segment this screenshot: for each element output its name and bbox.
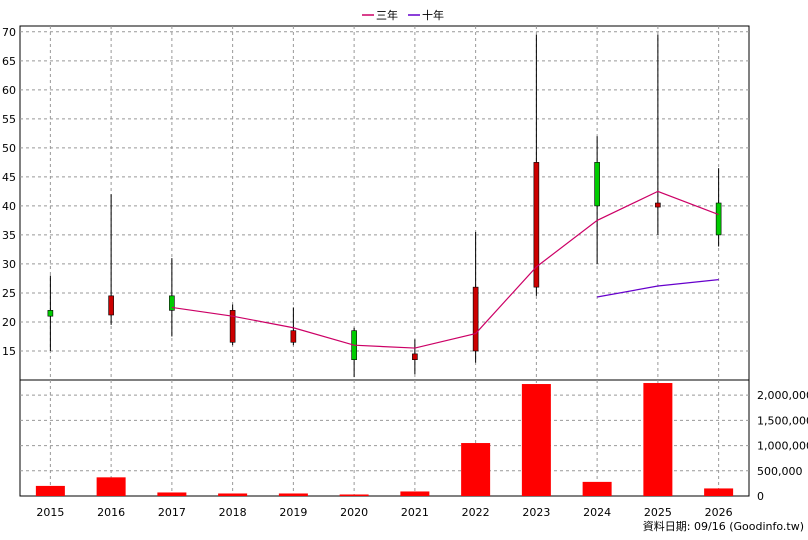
candle-body [533,162,540,288]
candle-body [412,353,418,360]
x-axis-labels: 2015 2016 2017 2018 2019 2020 2021 2022 2023 2024… [36,506,732,519]
candle-body [290,330,297,343]
volume-bar [96,477,126,496]
volume-bar [218,493,248,496]
candle-body [47,310,54,317]
volume-tick-label: 0 [757,490,764,503]
price-tick-label: 30 [2,258,16,271]
x-tick-label: 2025 [644,506,672,519]
x-tick-label: 2016 [97,506,125,519]
moving-average-lines [171,190,719,349]
price-tick-label: 15 [2,345,16,358]
candle-body [655,202,661,208]
price-tick-label: 50 [2,142,16,155]
x-tick-label: 2026 [705,506,733,519]
volume-axis: 0 500,000 1,000,000 1,500,000 2,000,000 [757,389,808,503]
candle-body [472,286,479,352]
x-tick-label: 2023 [522,506,550,519]
price-tick-label: 45 [2,171,16,184]
volume-tick-label: 500,000 [757,465,803,478]
footer-source: 資料日期: 09/16 (Goodinfo.tw) [643,519,804,533]
price-tick-label: 65 [2,55,16,68]
price-tick-label: 70 [2,26,16,39]
legend: 三年 十年 [362,8,444,22]
price-gridlines [20,31,749,352]
candle-body [715,202,722,236]
x-tick-label: 2015 [36,506,64,519]
volume-tick-label: 1,000,000 [757,440,808,453]
volume-bar [704,488,734,496]
ma-line [597,279,719,298]
price-tick-label: 40 [2,200,16,213]
volume-bars [35,383,734,496]
x-tick-label: 2022 [462,506,490,519]
volume-bar [582,481,612,496]
volume-bar [278,493,308,496]
volume-bar [400,491,430,496]
volume-bar [643,383,673,496]
price-tick-label: 20 [2,316,16,329]
x-tick-label: 2017 [158,506,186,519]
price-axis: 15 20 25 30 35 40 45 50 55 60 65 70 [2,26,16,358]
candle-body [108,295,114,316]
volume-bar [157,492,187,496]
candle-body [229,310,236,343]
volume-tick-label: 2,000,000 [757,389,808,402]
volume-bar [521,384,551,496]
volume-bar [461,443,491,496]
x-tick-label: 2021 [401,506,429,519]
x-tick-label: 2019 [279,506,307,519]
x-tick-label: 2018 [219,506,247,519]
price-tick-label: 35 [2,229,16,242]
legend-label-10yr: 十年 [422,8,444,22]
volume-gridlines [20,394,749,472]
price-tick-label: 25 [2,287,16,300]
x-tick-label: 2020 [340,506,368,519]
volume-bar [35,485,65,496]
legend-label-3yr: 三年 [376,8,398,22]
volume-tick-label: 1,500,000 [757,414,808,427]
ma-line [171,190,719,349]
volume-panel-frame [19,379,750,497]
price-panel-frame [19,25,750,381]
x-tick-label: 2024 [583,506,611,519]
candle-body [594,162,600,207]
volume-bar [339,494,369,496]
price-tick-label: 55 [2,113,16,126]
vertical-gridlines [49,26,720,496]
price-tick-label: 60 [2,84,16,97]
candle-body [169,295,175,311]
